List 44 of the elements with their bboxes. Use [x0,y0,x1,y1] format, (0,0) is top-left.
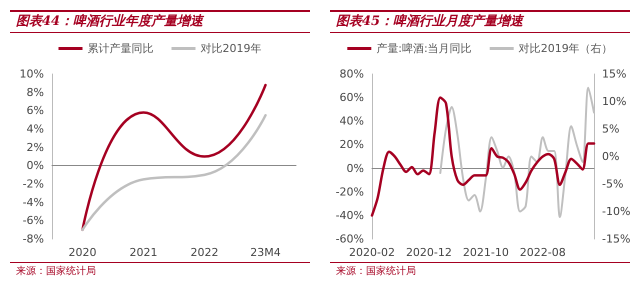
y2-tick-label: 0% [602,150,620,163]
y-tick-label: 0% [26,159,44,172]
x-tick-label: 2021-10 [462,246,509,259]
chart-title: 图表45：啤酒行业月度产量增速 [330,10,630,33]
y2-tick-label: -5% [602,178,624,190]
y-tick-label: 40% [340,114,364,128]
y2-tick-label: -10% [602,205,630,218]
y2-tick-label: 10% [602,95,626,108]
x-tick-label: 2020-02 [349,246,395,259]
y2-tick-label: 15% [602,68,626,80]
legend-label: 对比2019年（右） [518,42,613,55]
y-tick-label: 10% [20,68,44,80]
x-tick-label: 2020-12 [406,246,452,259]
x-tick-label: 2021 [130,246,158,259]
y-tick-label: 8% [26,86,44,99]
y-tick-label: -8% [22,232,44,246]
y-tick-label: 0% [346,162,364,175]
y2-tick-label: -15% [602,232,630,246]
legend-label: 产量:啤酒:当月同比 [376,42,472,55]
y-tick-label: -2% [22,178,44,190]
legend-label: 累计产量同比 [88,42,154,55]
legend-label: 对比2019年 [200,42,262,55]
y-tick-label: -60% [336,232,364,246]
x-tick-label: 23M4 [250,246,281,259]
y-tick-label: -6% [22,214,44,228]
y-tick-label: -40% [336,208,364,222]
source-note: 来源：国家统计局 [16,266,96,277]
y-tick-label: -20% [336,185,364,198]
x-tick-label: 2022-08 [520,246,566,259]
y-tick-label: 60% [340,91,364,104]
y-tick-label: 6% [26,104,44,118]
y-tick-label: 4% [26,122,44,136]
y-tick-label: 2% [26,140,44,154]
y-tick-label: 80% [340,68,364,80]
line-series [81,114,267,232]
y-tick-label: -4% [22,196,44,209]
source-note: 来源：国家统计局 [336,266,416,277]
line-series [81,84,267,232]
line-series [370,96,596,217]
x-tick-label: 2020 [68,246,96,259]
y2-tick-label: 5% [602,122,620,136]
y-tick-label: 20% [340,138,364,152]
chart-title: 图表44：啤酒行业年度产量增速 [10,10,310,33]
x-tick-label: 2022 [190,246,218,259]
